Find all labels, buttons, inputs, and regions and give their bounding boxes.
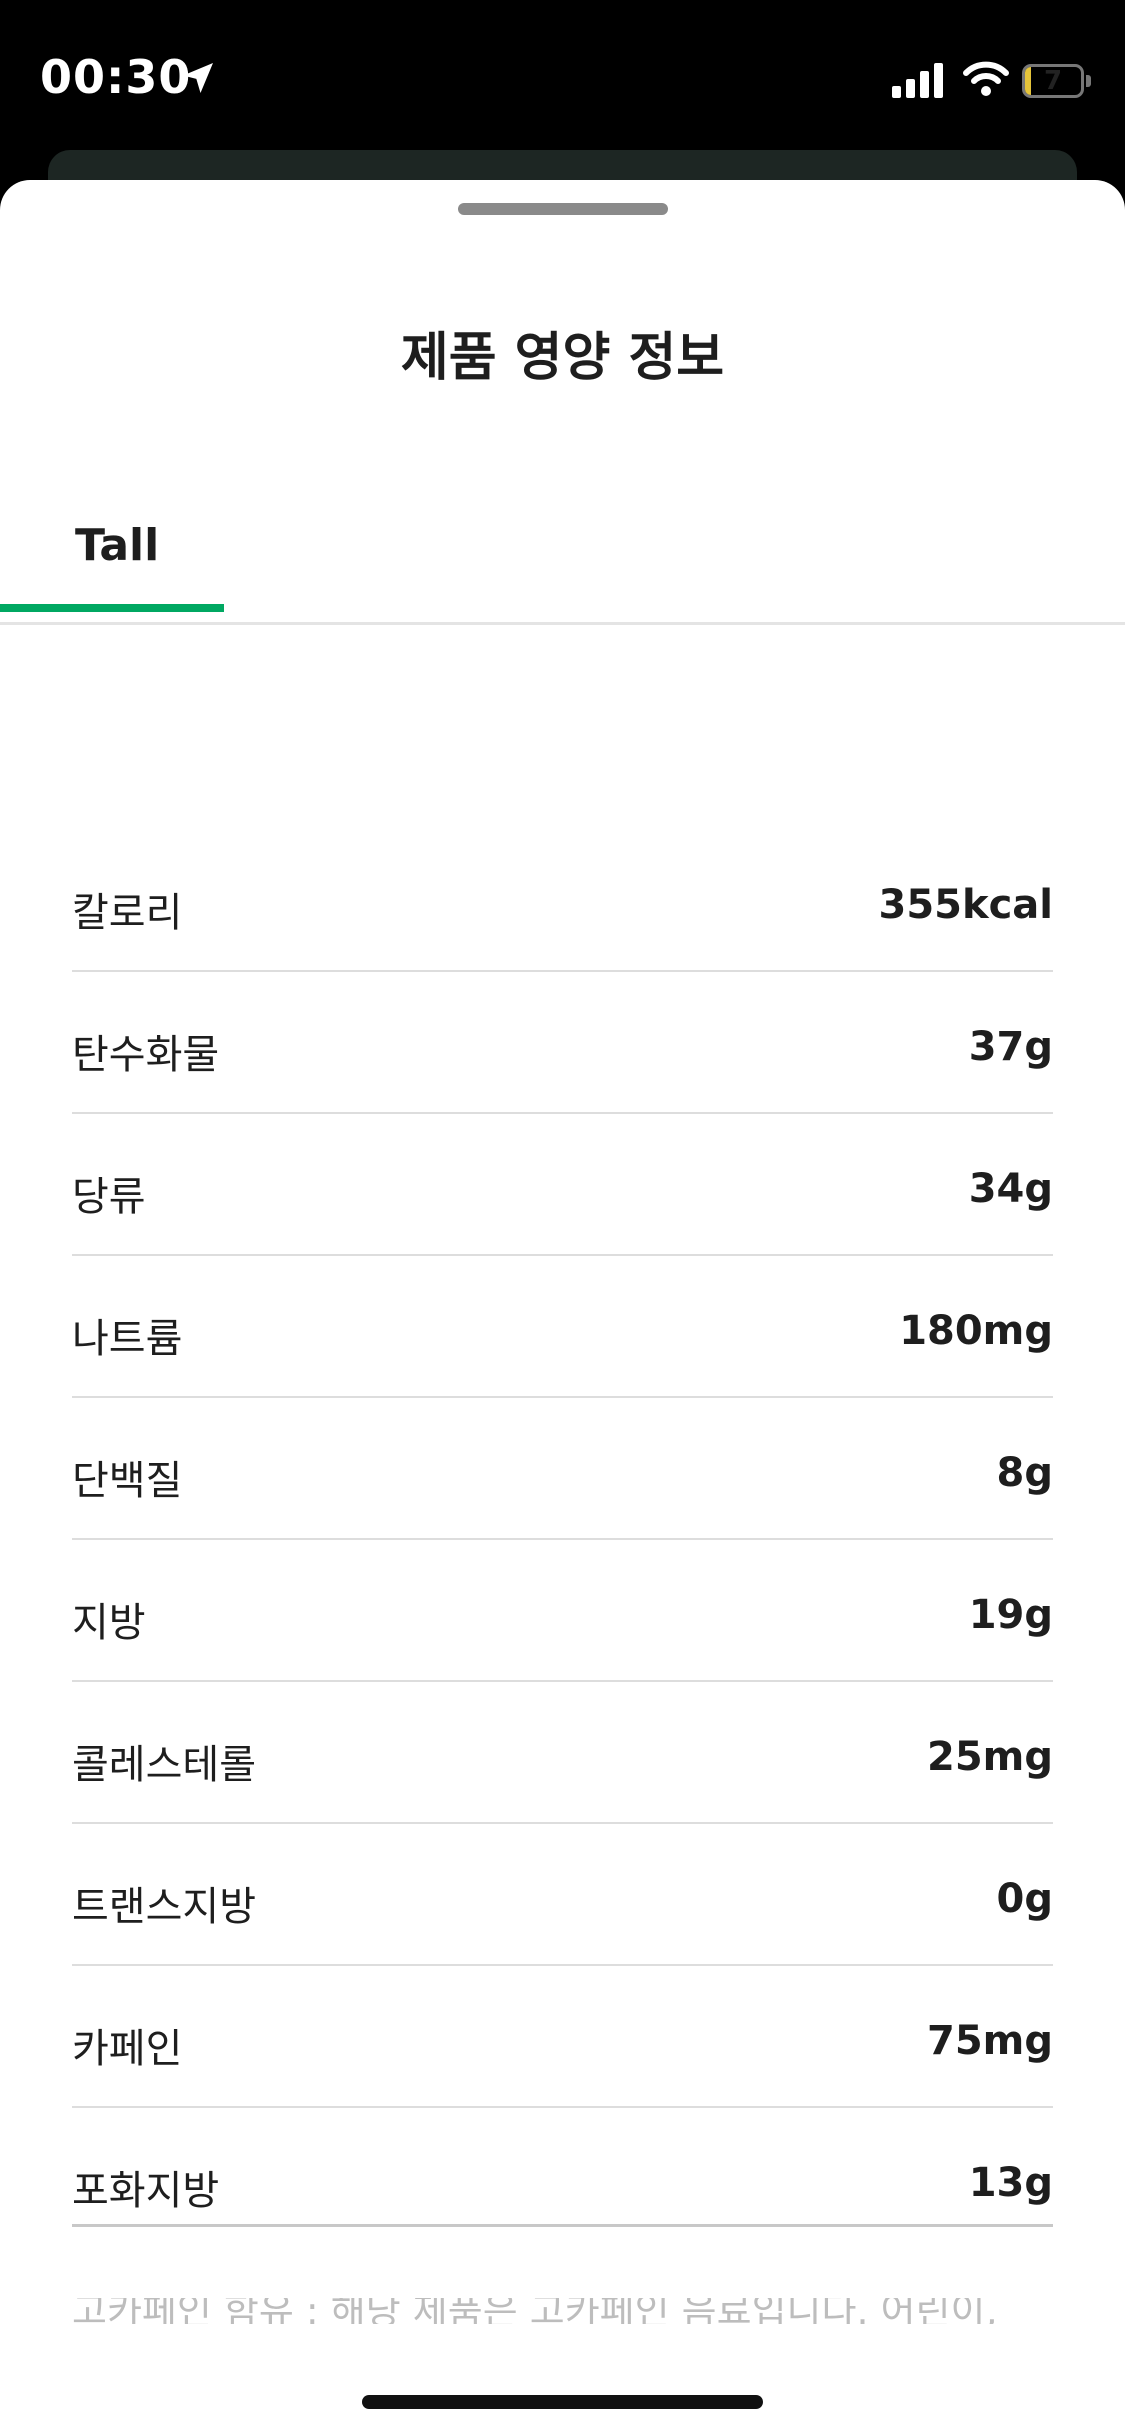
nutrient-value: 8g <box>996 1450 1053 1496</box>
nutrition-sheet: 제품 영양 정보 Tall 칼로리 355kcal 탄수화물 37g 당류 34… <box>0 180 1125 2436</box>
nutrition-row: 칼로리 355kcal <box>72 830 1053 972</box>
nutrient-value: 25mg <box>927 1734 1053 1780</box>
nutrition-row: 콜레스테롤 25mg <box>72 1682 1053 1824</box>
nutrition-row: 나트륨 180mg <box>72 1256 1053 1398</box>
status-bar: 00:30 7 <box>0 0 1125 160</box>
nutrition-row: 지방 19g <box>72 1540 1053 1682</box>
tab-tall[interactable]: Tall <box>0 520 224 604</box>
nutrition-row: 트랜스지방 0g <box>72 1824 1053 1966</box>
nutrient-label: 당류 <box>72 1174 146 1220</box>
nutrient-label: 콜레스테롤 <box>72 1742 256 1788</box>
battery-percent: 7 <box>1043 66 1063 96</box>
sheet-grabber[interactable] <box>458 203 668 215</box>
nutrient-label: 칼로리 <box>72 890 183 936</box>
nutrition-row: 탄수화물 37g <box>72 972 1053 1114</box>
home-indicator[interactable] <box>362 2395 763 2409</box>
nutrient-value: 37g <box>968 1024 1053 1070</box>
nutrition-row: 당류 34g <box>72 1114 1053 1256</box>
wifi-icon <box>963 61 1009 96</box>
nutrition-row: 카페인 75mg <box>72 1966 1053 2108</box>
nutrient-label: 지방 <box>72 1600 146 1646</box>
nutrient-label: 트랜스지방 <box>72 1884 256 1930</box>
nutrition-list: 칼로리 355kcal 탄수화물 37g 당류 34g 나트륨 180mg 단백… <box>72 830 1053 2248</box>
nutrient-label: 나트륨 <box>72 1316 183 1362</box>
nutrient-value: 75mg <box>927 2018 1053 2064</box>
list-bottom-divider <box>72 2224 1053 2227</box>
nutrient-value: 13g <box>968 2160 1053 2206</box>
tab-selected-indicator <box>0 604 224 612</box>
cellular-signal-icon <box>892 63 943 98</box>
nutrition-row: 단백질 8g <box>72 1398 1053 1540</box>
nutrient-label: 카페인 <box>72 2026 183 2072</box>
battery-nub <box>1086 75 1091 87</box>
caffeine-notice-text: 고카페인 함유 : 해당 제품은 고카페인 음료입니다. 어린이, <box>72 2298 998 2324</box>
battery-level-fill <box>1025 67 1031 95</box>
nutrient-label: 포화지방 <box>72 2168 220 2214</box>
battery-icon: 7 <box>1022 64 1084 98</box>
nutrient-value: 180mg <box>899 1308 1053 1354</box>
nutrient-value: 0g <box>996 1876 1053 1922</box>
location-arrow-icon <box>183 63 213 93</box>
nutrient-value: 34g <box>968 1166 1053 1212</box>
nutrient-value: 355kcal <box>878 882 1053 928</box>
nutrition-row: 포화지방 13g <box>72 2108 1053 2248</box>
nutrient-value: 19g <box>968 1592 1053 1638</box>
status-time: 00:30 <box>40 50 192 104</box>
nutrient-label: 탄수화물 <box>72 1032 220 1078</box>
sheet-title: 제품 영양 정보 <box>400 328 725 388</box>
tab-label: Tall <box>75 520 160 571</box>
tab-divider <box>0 622 1125 625</box>
caffeine-notice: 고카페인 함유 : 해당 제품은 고카페인 음료입니다. 어린이, <box>72 2298 1053 2324</box>
nutrient-label: 단백질 <box>72 1458 183 1504</box>
